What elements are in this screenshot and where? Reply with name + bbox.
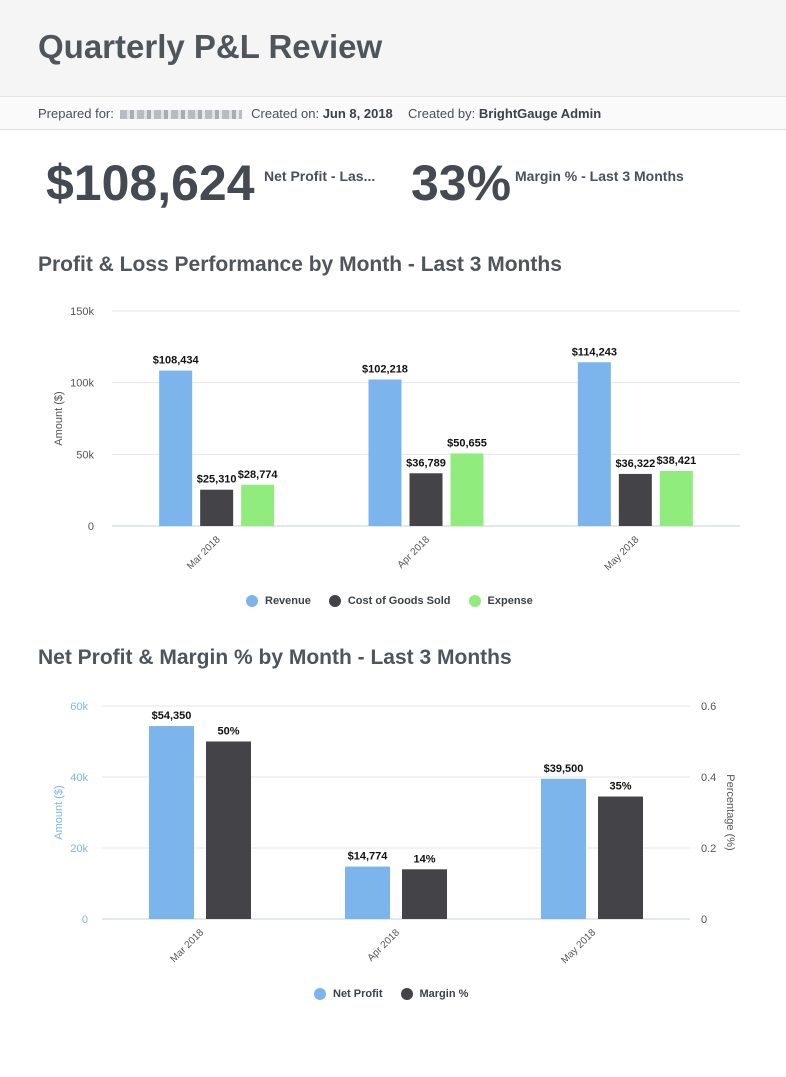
legend-item-net-profit[interactable]: Net Profit [314,988,383,1000]
chart1-legend: Revenue Cost of Goods Sold Expense [246,595,533,607]
legend-marker [468,595,481,607]
y-tick-label: 20k [70,843,88,855]
legend-marker [314,988,326,1000]
data-label: $36,789 [406,457,446,469]
y-axis-title: Amount ($) [53,785,65,839]
bar-margin-may-2018 [598,796,643,919]
legend-item-revenue[interactable]: Revenue [246,595,311,607]
bar-margin-apr-2018 [402,869,447,919]
bar-cost-of-goods-sold-may-2018 [618,473,652,526]
data-label: $38,421 [656,455,696,467]
created-on-label: Created on: [251,106,320,121]
report-title: Quarterly P&L Review [38,28,383,65]
x-tick-label: Apr 2018 [396,534,433,571]
chart2-legend: Net Profit Margin % [314,988,468,1000]
data-label: $36,322 [615,458,655,470]
y-tick-label: 40k [70,772,88,784]
x-tick-label: Apr 2018 [366,927,403,964]
y-tick-label: 150k [70,306,94,318]
bar-net-profit-may-2018 [541,778,586,919]
bar-expense-mar-2018 [241,484,275,526]
data-label: $50,655 [447,437,487,449]
kpi-net-profit-label: Net Profit - Las... [264,168,376,184]
x-tick-label: May 2018 [559,927,598,966]
bar-expense-apr-2018 [450,453,484,526]
y2-tick-label: 0.6 [701,701,716,713]
data-label: 50% [217,726,239,738]
chart2-title: Net Profit & Margin % by Month - Last 3 … [38,646,512,669]
bar-cost-of-goods-sold-mar-2018 [200,489,234,526]
bar-expense-may-2018 [659,470,693,526]
legend-marker [328,595,341,607]
net-profit-margin-chart: 0 20k 40k 60k 0 0.2 0.4 0.6 Amount ($) Percentage… [53,701,736,966]
y-tick-label: 0 [88,521,94,533]
data-label: 35% [609,781,631,793]
y-tick-label: 0 [82,914,88,926]
legend-item-margin[interactable]: Margin % [400,988,469,1000]
kpi-net-profit-value: $108,624 [46,155,255,211]
y-tick-label: 100k [70,378,94,390]
created-by-label: Created by: [408,106,476,121]
y-tick-label: 60k [70,701,88,713]
x-tick-label: May 2018 [603,534,642,573]
data-label: $114,243 [572,346,617,358]
pl-performance-chart: 0 50k 100k 150k Amount ($) $108,434 $25,310 $28… [53,306,740,573]
chart1-title: Profit & Loss Performance by Month - Las… [38,253,562,276]
y2-tick-label: 0.2 [701,843,716,855]
data-label: $108,434 [153,355,200,367]
data-label: $54,350 [152,710,192,722]
y2-tick-label: 0.4 [701,772,716,784]
report-header: Quarterly P&L Review [0,0,786,97]
bar-revenue-may-2018 [577,362,611,526]
y-axis-title: Amount ($) [53,391,65,445]
legend-label: Expense [487,595,533,607]
data-label: $39,500 [544,763,584,775]
legend-item-cost-of-goods-sold[interactable]: Cost of Goods Sold [328,595,451,607]
legend-label: Cost of Goods Sold [347,595,451,607]
kpi-margin-label: Margin % - Last 3 Months [515,168,684,184]
report-meta: Prepared for: Created on: Jun 8, 2018 Cr… [0,97,786,130]
legend-item-expense[interactable]: Expense [468,595,533,607]
legend-label: Net Profit [333,988,383,1000]
y-tick-label: 50k [76,449,94,461]
x-tick-label: Mar 2018 [168,927,206,965]
redacted-client-name [119,110,242,120]
bar-revenue-mar-2018 [159,370,193,526]
legend-marker [246,595,258,607]
bar-margin-mar-2018 [206,741,251,919]
kpi-margin-value: 33% [411,155,512,211]
bar-revenue-apr-2018 [368,379,402,526]
legend-label: Revenue [265,595,311,607]
x-tick-label: Mar 2018 [185,534,223,572]
bar-cost-of-goods-sold-apr-2018 [409,473,443,526]
legend-label: Margin % [419,988,469,1000]
data-label: $14,774 [348,851,389,863]
bar-net-profit-mar-2018 [149,726,194,919]
bar-net-profit-apr-2018 [345,866,390,919]
y2-tick-label: 0 [701,914,707,926]
created-by-value: BrightGauge Admin [478,106,602,121]
legend-marker [400,988,413,1000]
data-label: $102,218 [362,363,408,375]
created-on-value: Jun 8, 2018 [322,106,393,121]
data-label: $28,774 [238,469,279,481]
data-label: 14% [413,853,435,865]
data-label: $25,310 [197,474,237,486]
prepared-for-label: Prepared for: [38,106,114,121]
y2-axis-title: Percentage (%) [724,774,736,850]
